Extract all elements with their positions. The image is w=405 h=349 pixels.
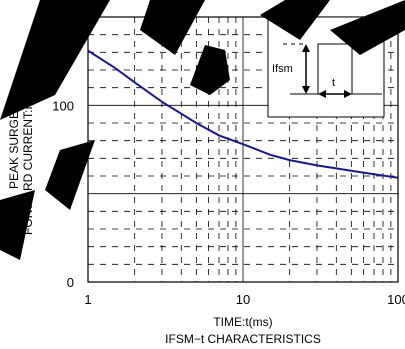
y-axis-label-line2: FORWARD CURRENT:IFSM(A) [21, 65, 35, 235]
pulse-inset: Ifsm t [267, 16, 385, 118]
inset-ifsm-arrowhead-up [302, 44, 310, 52]
inset-t-arrowhead-left [318, 90, 326, 98]
chart-caption: IFSM−t CHARACTERISTICS [165, 332, 321, 346]
y-tick-label: 0 [67, 275, 74, 290]
series-layer [87, 49, 399, 179]
inset-t-arrowhead-right [344, 90, 352, 98]
inset-t-label: t [332, 77, 335, 89]
x-tick-label: 100 [387, 292, 405, 307]
y-tick-label: 100 [52, 98, 74, 113]
inset-ifsm-arrowhead-down [302, 86, 310, 94]
x-tick-label: 10 [236, 292, 250, 307]
inset-ifsm-label: Ifsm [272, 63, 293, 75]
y-axis-label-line1: PEAK SURGE [7, 111, 21, 189]
series-line [87, 49, 399, 179]
y-tick-label: 150 [52, 10, 74, 25]
y-tick-label: 50 [60, 187, 74, 202]
x-axis-label: TIME:t(ms) [213, 315, 272, 329]
x-tick-label: 1 [84, 292, 91, 307]
